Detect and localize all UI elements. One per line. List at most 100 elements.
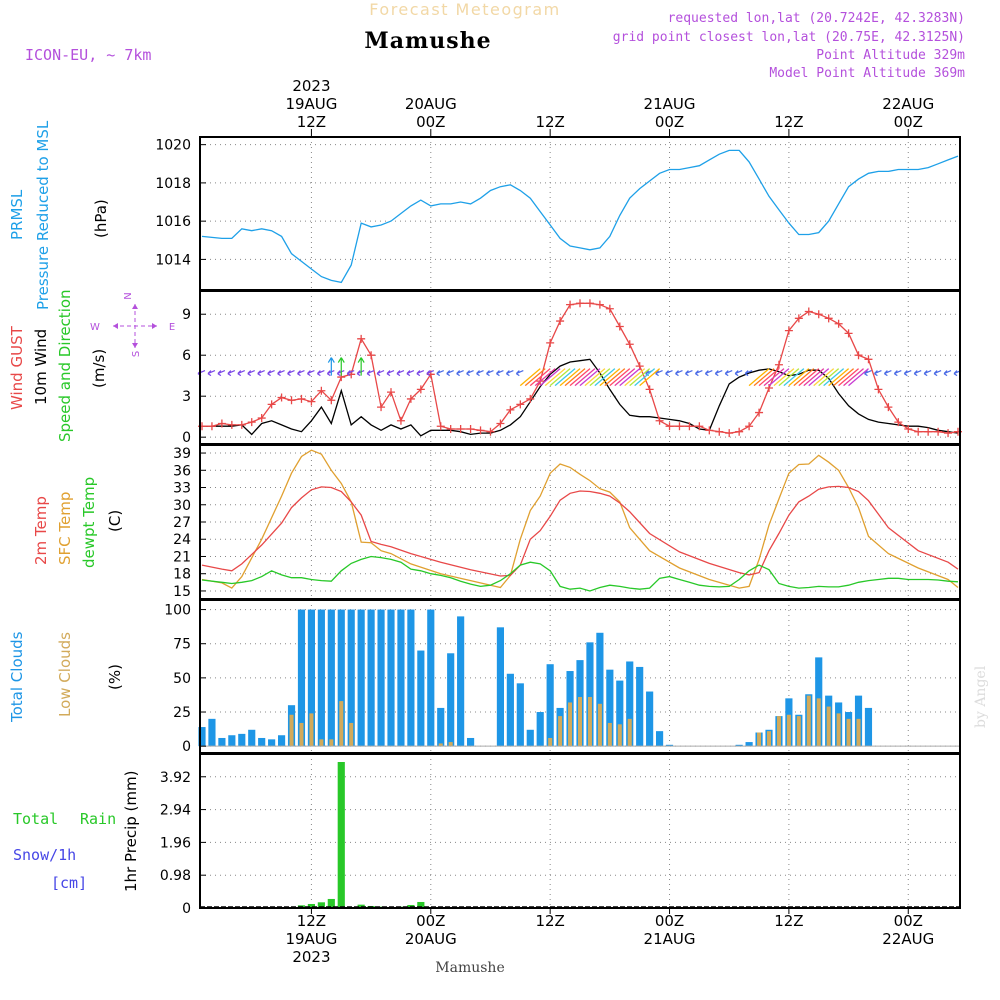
- ytick-label: 6: [182, 348, 191, 364]
- pressure-panel-frame: [199, 136, 961, 291]
- total-cloud-bar: [218, 737, 226, 747]
- low-cloud-bar: [776, 716, 781, 747]
- total-cloud-bar: [357, 609, 365, 747]
- gust-marker: [585, 299, 594, 308]
- watermark: by Angel: [973, 665, 989, 728]
- wind-barb: [778, 368, 800, 387]
- wind-dir-arrow: [346, 370, 355, 377]
- wind-barb: [748, 368, 770, 387]
- wind-barb: [788, 368, 810, 387]
- gust-marker: [934, 427, 943, 436]
- temp-labels: 2m Temp SFC Temp dewpt Temp (C): [32, 477, 124, 568]
- time-label: 00Z: [655, 912, 684, 930]
- wind-dir-arrow: [883, 370, 892, 377]
- temp-unit: (C): [106, 510, 124, 532]
- compass-w: W: [90, 322, 100, 333]
- precip-bar: [327, 898, 335, 908]
- low-cloud-bar: [766, 731, 772, 747]
- wind-dir-arrow: [864, 370, 872, 377]
- wind-unit: (m/s): [90, 349, 108, 388]
- compass-s: S: [131, 351, 142, 357]
- low-cloud-bar: [289, 714, 294, 747]
- wind-dir-arrow: [476, 370, 484, 377]
- ytick-label: 0: [182, 430, 191, 446]
- gust-marker: [884, 403, 893, 412]
- total-cloud-bar: [636, 666, 644, 747]
- total-cloud-bar: [277, 735, 286, 747]
- time-label: 12Z: [535, 912, 564, 930]
- compass-e: E: [169, 322, 175, 333]
- gust-marker: [436, 422, 445, 431]
- time-label: 19AUG: [285, 95, 337, 113]
- wind-dir-arrow: [486, 370, 494, 377]
- gust-marker: [367, 351, 376, 360]
- precip-panel-frame: [199, 753, 961, 909]
- gust-marker: [645, 385, 654, 394]
- ytick-label: 50: [173, 671, 191, 687]
- wind-labels: Wind GUST 10m Wind Speed and Direction (…: [8, 289, 175, 442]
- gust-marker: [546, 338, 555, 347]
- gridpoint-coords: grid point closest lon,lat (20.75E, 42.3…: [613, 30, 965, 45]
- time-label: 00Z: [655, 113, 684, 131]
- wind-barb: [569, 368, 591, 387]
- gust-marker: [227, 420, 236, 429]
- wind-dir-arrow: [376, 370, 385, 377]
- pressure-msl-label: Pressure Reduced to MSL: [34, 120, 52, 310]
- wind-barb: [534, 368, 556, 387]
- gust-marker: [834, 319, 843, 328]
- time-label: 2023: [292, 77, 330, 95]
- total-cloud-bar: [447, 653, 455, 747]
- gust-marker: [217, 419, 226, 428]
- gust-marker: [804, 307, 813, 316]
- gust-marker: [904, 424, 913, 433]
- ytick-label: 15: [173, 584, 191, 600]
- total-cloud-bar: [626, 661, 634, 747]
- wind-barb: [529, 368, 551, 387]
- gust-marker: [277, 393, 286, 402]
- gust-marker: [506, 405, 515, 414]
- wind-dir-arrow: [297, 370, 305, 377]
- gust-marker: [396, 416, 405, 425]
- total-cloud-bar: [367, 609, 375, 747]
- plot-marks: [197, 149, 962, 908]
- low-cloud-bar: [607, 722, 612, 747]
- gust-marker: [924, 427, 933, 436]
- ytick-label: 100: [164, 603, 191, 619]
- wind-dir-arrow: [217, 370, 226, 377]
- gust-marker: [357, 334, 366, 343]
- wind-dir-arrow: [386, 370, 395, 377]
- gust-marker: [287, 396, 296, 405]
- compass-rose: N W E S: [90, 292, 175, 357]
- total-cloud-bar: [586, 642, 594, 747]
- precip-unit: 1hr Precip (mm): [122, 771, 140, 892]
- gust-marker: [685, 422, 694, 431]
- wind-barb: [768, 368, 790, 387]
- wind-dir-arrow: [923, 370, 932, 377]
- wind-barb: [798, 368, 820, 387]
- gust-marker: [267, 400, 276, 409]
- gust-marker: [466, 424, 475, 433]
- gust-marker: [207, 422, 216, 431]
- wind-dir-arrow: [267, 370, 275, 377]
- precip-bar: [417, 901, 425, 908]
- gust-marker: [257, 414, 266, 423]
- gust-marker: [605, 304, 614, 313]
- total-cloud-bar: [596, 632, 604, 747]
- total-cloud-bar: [347, 609, 355, 747]
- total-cloud-bar: [427, 609, 435, 747]
- wind-barb: [783, 368, 805, 387]
- gust-marker: [794, 314, 803, 323]
- wind-dir-arrow: [446, 370, 454, 377]
- ytick-label: 1016: [155, 214, 191, 230]
- wind-barb: [763, 368, 785, 387]
- wind-barb: [549, 368, 571, 387]
- wind-barb: [833, 368, 855, 387]
- wind-dir-arrow: [327, 357, 335, 376]
- wind-barb: [574, 368, 596, 387]
- total-cloud-bar: [437, 707, 445, 747]
- ytick-label: 75: [173, 637, 191, 653]
- low-cloud-bar: [757, 732, 762, 747]
- gust-marker: [377, 403, 386, 412]
- wind-dir-arrow: [456, 370, 464, 377]
- gust-marker: [317, 386, 326, 395]
